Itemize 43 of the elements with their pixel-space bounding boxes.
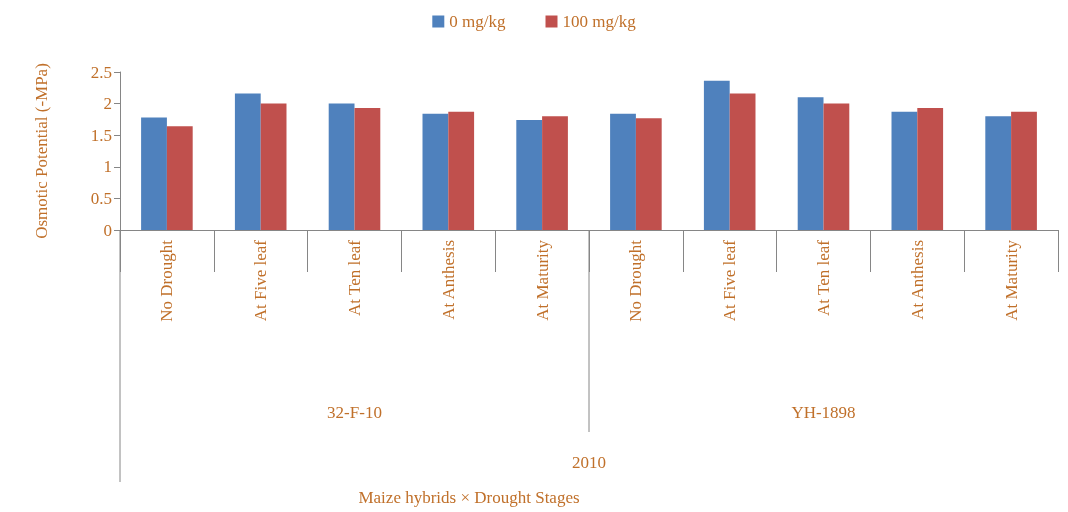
x-tick-label: At Anthesis: [907, 240, 927, 320]
bar: [917, 108, 944, 230]
y-axis-title: Osmotic Potential (-MPa): [32, 63, 51, 239]
y-tick-label: 0: [103, 220, 112, 240]
y-tick-label: 1: [103, 157, 112, 177]
bar: [797, 97, 824, 230]
bar: [823, 103, 850, 230]
x-tick-label: At Anthesis: [438, 240, 458, 320]
text: 32-F-10: [327, 402, 382, 422]
bar: [542, 116, 568, 230]
bar: [234, 93, 261, 230]
bar: [328, 103, 355, 230]
x-tick-label: No Drought: [626, 239, 646, 322]
bar: [422, 113, 449, 230]
bar: [354, 108, 381, 230]
text: YH-1898: [791, 402, 856, 422]
legend-label: 0 mg/kg: [449, 12, 506, 31]
bar: [610, 113, 636, 230]
bar: [448, 111, 475, 230]
legend-label: 100 mg/kg: [562, 12, 637, 31]
bar: [166, 126, 193, 230]
text: Maize hybrids × Drought Stages: [358, 487, 580, 507]
bar: [260, 103, 287, 230]
x-tick-label: At Ten leaf: [345, 239, 364, 316]
x-tick-label: At Ten leaf: [814, 239, 833, 316]
bar: [891, 111, 918, 230]
x-tick-label: No Drought: [157, 239, 177, 322]
y-tick-label: 1.5: [90, 125, 112, 145]
bar: [703, 80, 730, 230]
text: 2010: [572, 452, 606, 472]
bar: [1011, 111, 1037, 230]
y-tick-label: 0.5: [90, 188, 112, 208]
bar: [985, 116, 1012, 230]
x-tick-label: At Maturity: [1001, 239, 1021, 321]
y-tick-label: 2: [103, 94, 112, 114]
x-tick-label: At Five leaf: [720, 239, 740, 322]
x-tick-label: At Maturity: [532, 239, 552, 321]
bar: [635, 118, 662, 230]
bar: [141, 117, 167, 230]
x-tick-label: At Five leaf: [251, 239, 271, 322]
bar: [729, 93, 756, 230]
y-tick-label: 2.5: [90, 62, 112, 82]
bar: [516, 120, 543, 230]
